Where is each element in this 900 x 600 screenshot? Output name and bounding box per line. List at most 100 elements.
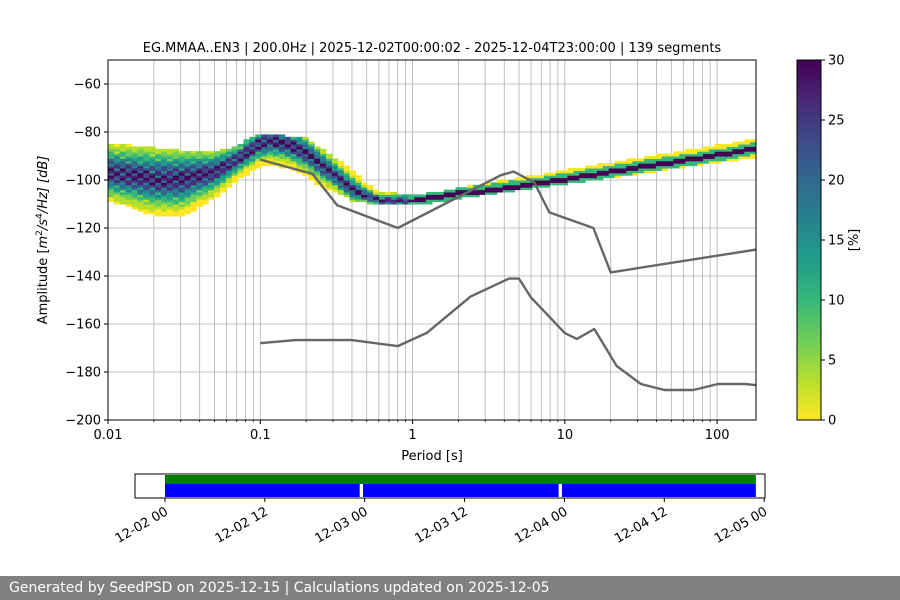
ppsd-cell [337, 189, 345, 193]
ppsd-cell [714, 153, 722, 157]
ppsd-cell [208, 175, 215, 179]
ppsd-cell [119, 151, 127, 155]
ppsd-cell [278, 134, 286, 138]
y-tick-label: −60 [74, 78, 101, 93]
ppsd-cell [214, 151, 221, 155]
ppsd-cell [325, 160, 333, 164]
ppsd-cell [361, 199, 368, 203]
ppsd-cell [243, 141, 250, 145]
ppsd-cell [714, 151, 722, 155]
ppsd-cell [137, 163, 144, 167]
ppsd-cell [473, 194, 480, 198]
ppsd-cell [178, 204, 186, 207]
ppsd-cell [149, 208, 156, 212]
ppsd-cell [184, 168, 191, 171]
ppsd-cell [249, 163, 256, 167]
ppsd-cell [219, 168, 227, 171]
ppsd-cell [284, 141, 292, 145]
ppsd-cell [308, 160, 315, 164]
ppsd-cell [178, 189, 186, 193]
ppsd-cell [343, 182, 351, 186]
y-tick-label: −80 [74, 126, 101, 141]
ppsd-cell [308, 141, 315, 145]
ppsd-cell [214, 158, 221, 162]
ppsd-cell [290, 141, 298, 145]
ppsd-cell [231, 160, 239, 164]
ppsd-cell [278, 156, 286, 159]
ppsd-cell [166, 180, 174, 183]
ppsd-cell [184, 163, 191, 167]
ppsd-cell [479, 189, 486, 193]
ppsd-cell [214, 153, 221, 157]
ppsd-cell [602, 175, 610, 179]
ppsd-cell [172, 151, 180, 155]
plot-area [108, 60, 756, 420]
ppsd-cell [108, 158, 115, 162]
ppsd-cell [196, 194, 203, 198]
ppsd-cell [726, 148, 733, 152]
ppsd-cell [314, 175, 321, 179]
ppsd-cell [161, 148, 168, 152]
ppsd-cell [125, 189, 133, 193]
ppsd-cell [149, 146, 156, 150]
y-label-m: m [36, 236, 51, 249]
ppsd-cell [331, 160, 339, 164]
ppsd-cell [337, 184, 345, 188]
ppsd-cell [113, 158, 121, 162]
ppsd-cell [726, 158, 733, 162]
ppsd-cell [184, 211, 191, 215]
ppsd-cell [137, 151, 144, 155]
ppsd-cell [437, 196, 445, 200]
ppsd-cell [178, 160, 186, 164]
ppsd-cell [614, 175, 622, 179]
ppsd-cell [214, 177, 221, 181]
ppsd-cell [113, 168, 121, 171]
ppsd-cell [125, 192, 133, 195]
ppsd-cell [355, 196, 362, 200]
ppsd-cell [632, 163, 639, 167]
ppsd-cell [149, 172, 156, 176]
ppsd-cell [290, 136, 298, 140]
ppsd-cell [320, 182, 327, 186]
ppsd-cell [190, 208, 197, 212]
ppsd-cell [750, 151, 756, 155]
ppsd-cell [361, 189, 368, 193]
ppsd-cell [314, 170, 321, 174]
ppsd-cell [202, 199, 209, 203]
ppsd-cell [172, 182, 180, 186]
y-label-prefix: Amplitude [ [36, 248, 51, 324]
ppsd-cell [714, 144, 722, 147]
ppsd-cell [355, 182, 362, 186]
ppsd-cell [337, 192, 345, 195]
ppsd-cell [202, 201, 209, 205]
ppsd-cell [125, 184, 133, 188]
ppsd-cell [178, 177, 186, 181]
ppsd-cell [166, 175, 174, 179]
ppsd-cell [131, 189, 138, 193]
ppsd-cell [302, 136, 309, 140]
ppsd-cell [396, 201, 404, 205]
ppsd-cell [113, 172, 121, 176]
ppsd-cell [249, 151, 256, 155]
ppsd-cell [626, 160, 633, 164]
ppsd-cell [161, 184, 168, 188]
ppsd-cell [296, 141, 303, 145]
ppsd-cell [661, 165, 669, 169]
ppsd-cell [196, 184, 203, 188]
ppsd-cell [155, 156, 162, 159]
ppsd-cell [667, 156, 675, 159]
ppsd-cell [679, 160, 686, 164]
ppsd-cell [408, 199, 415, 203]
ppsd-cell [355, 177, 362, 181]
ppsd-cell [461, 187, 468, 191]
ppsd-cell [131, 180, 138, 183]
ppsd-cell [178, 151, 186, 155]
ppsd-cell [655, 156, 663, 159]
ppsd-cell [149, 182, 156, 186]
ppsd-cell [172, 177, 180, 181]
ppsd-cell [314, 172, 321, 176]
ppsd-cell [337, 165, 345, 169]
ppsd-cell [172, 213, 180, 217]
ppsd-cell [655, 153, 663, 157]
ppsd-cell [649, 158, 657, 162]
